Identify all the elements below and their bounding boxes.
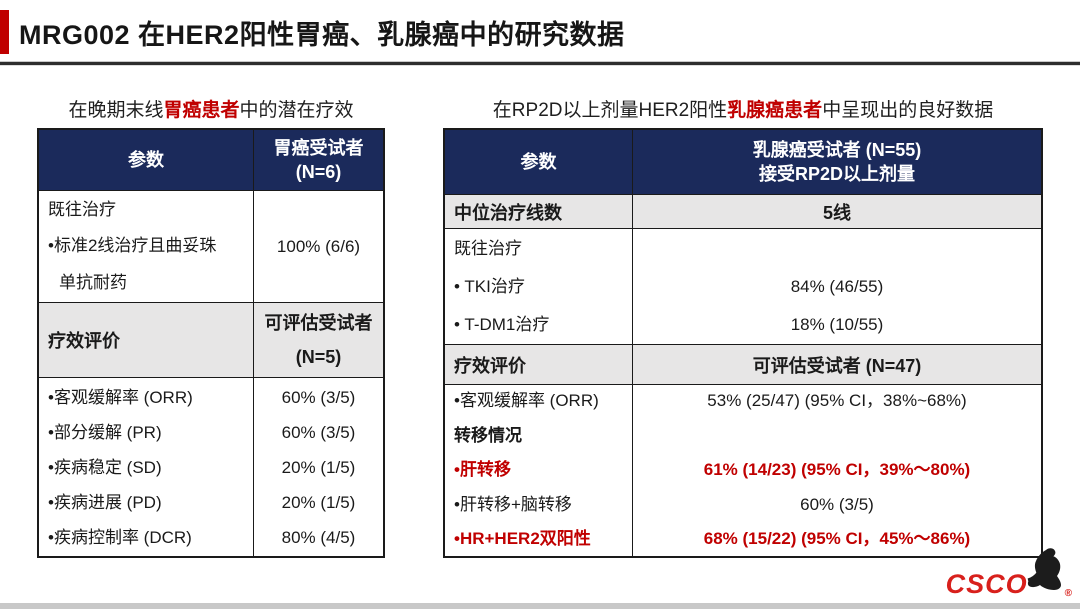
hr-her2-label: •HR+HER2双阳性: [454, 529, 591, 549]
gastric-header-subjects: 胃癌受试者 (N=6): [253, 130, 383, 190]
gastric-subtitle: 在晚期末线 胃癌患者 中的潜在疗效: [37, 88, 385, 128]
gastric-results-labels: •客观缓解率 (ORR) •部分缓解 (PR) •疾病稳定 (SD) •疾病进展…: [39, 378, 253, 556]
result-value-orr: 60% (3/5): [281, 387, 356, 407]
prior-tki-value: 84% (46/55): [790, 276, 884, 296]
gastric-subtitle-post: 中的潜在疗效: [239, 99, 354, 121]
liver-brain-metastasis-value: 60% (3/5): [800, 494, 874, 514]
result-label-sd: •疾病稳定 (SD): [48, 457, 162, 477]
gastric-header-param: 参数: [128, 150, 164, 170]
breast-header-param: 参数: [520, 152, 557, 172]
breast-prior-treatment-values: 84% (46/55) 18% (10/55): [632, 229, 1041, 344]
prior-tdm1-label: • T-DM1治疗: [454, 314, 550, 334]
liver-brain-metastasis-label: •肝转移+脑转移: [454, 494, 572, 514]
breast-results-values: 53% (25/47) (95% CI，38%~68%) 61% (14/23)…: [632, 385, 1041, 556]
bottom-edge-strip: [0, 603, 1080, 609]
breast-median-lines-row: 中位治疗线数 5线: [445, 194, 1041, 228]
breast-subtitle-highlight: 乳腺癌患者: [727, 99, 823, 121]
gastric-prior-treatment-value: 100% (6/6): [253, 191, 383, 302]
breast-orr-value: 53% (25/47) (95% CI，38%~68%): [707, 391, 967, 411]
breast-efficacy-header-row: 疗效评价 可评估受试者 (N=47): [445, 344, 1041, 384]
csco-figure-icon: [1022, 546, 1064, 597]
median-lines-value: 5线: [632, 195, 1041, 228]
breast-results-labels: •客观缓解率 (ORR) 转移情况 •肝转移 •肝转移+脑转移 •HR+HER2…: [445, 385, 632, 556]
result-label-pd: •疾病进展 (PD): [48, 492, 162, 512]
breast-prior-treatment-labels: 既往治疗 • TKI治疗 • T-DM1治疗: [445, 229, 632, 344]
gastric-table: 参数 胃癌受试者 (N=6) 既往治疗 •标准2线治疗且曲妥珠 单抗耐药 100…: [37, 128, 385, 558]
breast-results-row: •客观缓解率 (ORR) 转移情况 •肝转移 •肝转移+脑转移 •HR+HER2…: [445, 384, 1041, 556]
gastric-panel: 在晚期末线 胃癌患者 中的潜在疗效 参数 胃癌受试者 (N=6) 既往治疗 •标准2…: [37, 88, 385, 558]
title-divider: [0, 61, 1080, 66]
breast-efficacy-label: 疗效评价: [454, 355, 526, 376]
slide-header: MRG002 在HER2阳性胃癌、乳腺癌中的研究数据: [0, 8, 625, 56]
metastasis-section-label: 转移情况: [454, 425, 522, 445]
gastric-subtitle-highlight: 胃癌患者: [163, 99, 240, 121]
breast-prior-treatment-row: 既往治疗 • TKI治疗 • T-DM1治疗 84% (46/55) 18% (…: [445, 228, 1041, 344]
gastric-efficacy-header-row: 疗效评价 可评估受试者 (N=5): [39, 302, 383, 377]
breast-panel: 在RP2D以上剂量HER2阳性 乳腺癌患者 中呈现出的良好数据 参数 乳腺癌受试者 …: [443, 88, 1043, 558]
breast-orr-label: •客观缓解率 (ORR): [454, 391, 599, 411]
result-label-pr: •部分缓解 (PR): [48, 422, 162, 442]
breast-subtitle-post: 中呈现出的良好数据: [822, 99, 994, 121]
breast-header-subjects: 乳腺癌受试者 (N=55) 接受RP2D以上剂量: [632, 130, 1041, 194]
breast-evaluable-label: 可评估受试者 (N=47): [632, 345, 1041, 384]
breast-table: 参数 乳腺癌受试者 (N=55) 接受RP2D以上剂量 中位治疗线数 5线: [443, 128, 1043, 558]
gastric-subtitle-pre: 在晚期末线: [68, 99, 164, 121]
prior-tki-label: • TKI治疗: [454, 276, 525, 296]
breast-subtitle: 在RP2D以上剂量HER2阳性 乳腺癌患者 中呈现出的良好数据: [443, 88, 1043, 128]
gastric-results-row: •客观缓解率 (ORR) •部分缓解 (PR) •疾病稳定 (SD) •疾病进展…: [39, 377, 383, 556]
csco-registered-mark: ®: [1064, 588, 1072, 599]
result-label-dcr: •疾病控制率 (DCR): [48, 527, 192, 547]
result-value-pd: 20% (1/5): [281, 492, 356, 512]
result-value-sd: 20% (1/5): [281, 457, 356, 477]
hr-her2-value: 68% (15/22) (95% CI，45%～86%): [703, 529, 971, 549]
result-value-pr: 60% (3/5): [281, 422, 356, 442]
gastric-prior-treatment-row: 既往治疗 •标准2线治疗且曲妥珠 单抗耐药 100% (6/6): [39, 190, 383, 302]
prior-tdm1-value: 18% (10/55): [790, 314, 884, 334]
liver-metastasis-label: •肝转移: [454, 460, 511, 480]
gastric-table-header-row: 参数 胃癌受试者 (N=6): [39, 130, 383, 190]
gastric-evaluable-label: 可评估受试者 (N=5): [253, 303, 383, 377]
result-value-dcr: 80% (4/5): [281, 527, 356, 547]
result-label-orr: •客观缓解率 (ORR): [48, 387, 193, 407]
title-accent-bar: [0, 10, 9, 54]
csco-logo-text: CSCO: [945, 569, 1028, 599]
median-lines-label: 中位治疗线数: [454, 202, 562, 223]
breast-subtitle-pre: 在RP2D以上剂量HER2阳性: [492, 99, 728, 121]
gastric-results-values: 60% (3/5) 60% (3/5) 20% (1/5) 20% (1/5) …: [253, 378, 383, 556]
liver-metastasis-value: 61% (14/23) (95% CI，39%～80%): [703, 460, 971, 480]
gastric-efficacy-label: 疗效评价: [48, 331, 120, 351]
breast-table-header-row: 参数 乳腺癌受试者 (N=55) 接受RP2D以上剂量: [445, 130, 1041, 194]
page-title: MRG002 在HER2阳性胃癌、乳腺癌中的研究数据: [19, 19, 625, 50]
gastric-prior-treatment-label: 既往治疗 •标准2线治疗且曲妥珠 单抗耐药: [48, 199, 217, 292]
csco-logo: CSCO ®: [946, 546, 1072, 599]
